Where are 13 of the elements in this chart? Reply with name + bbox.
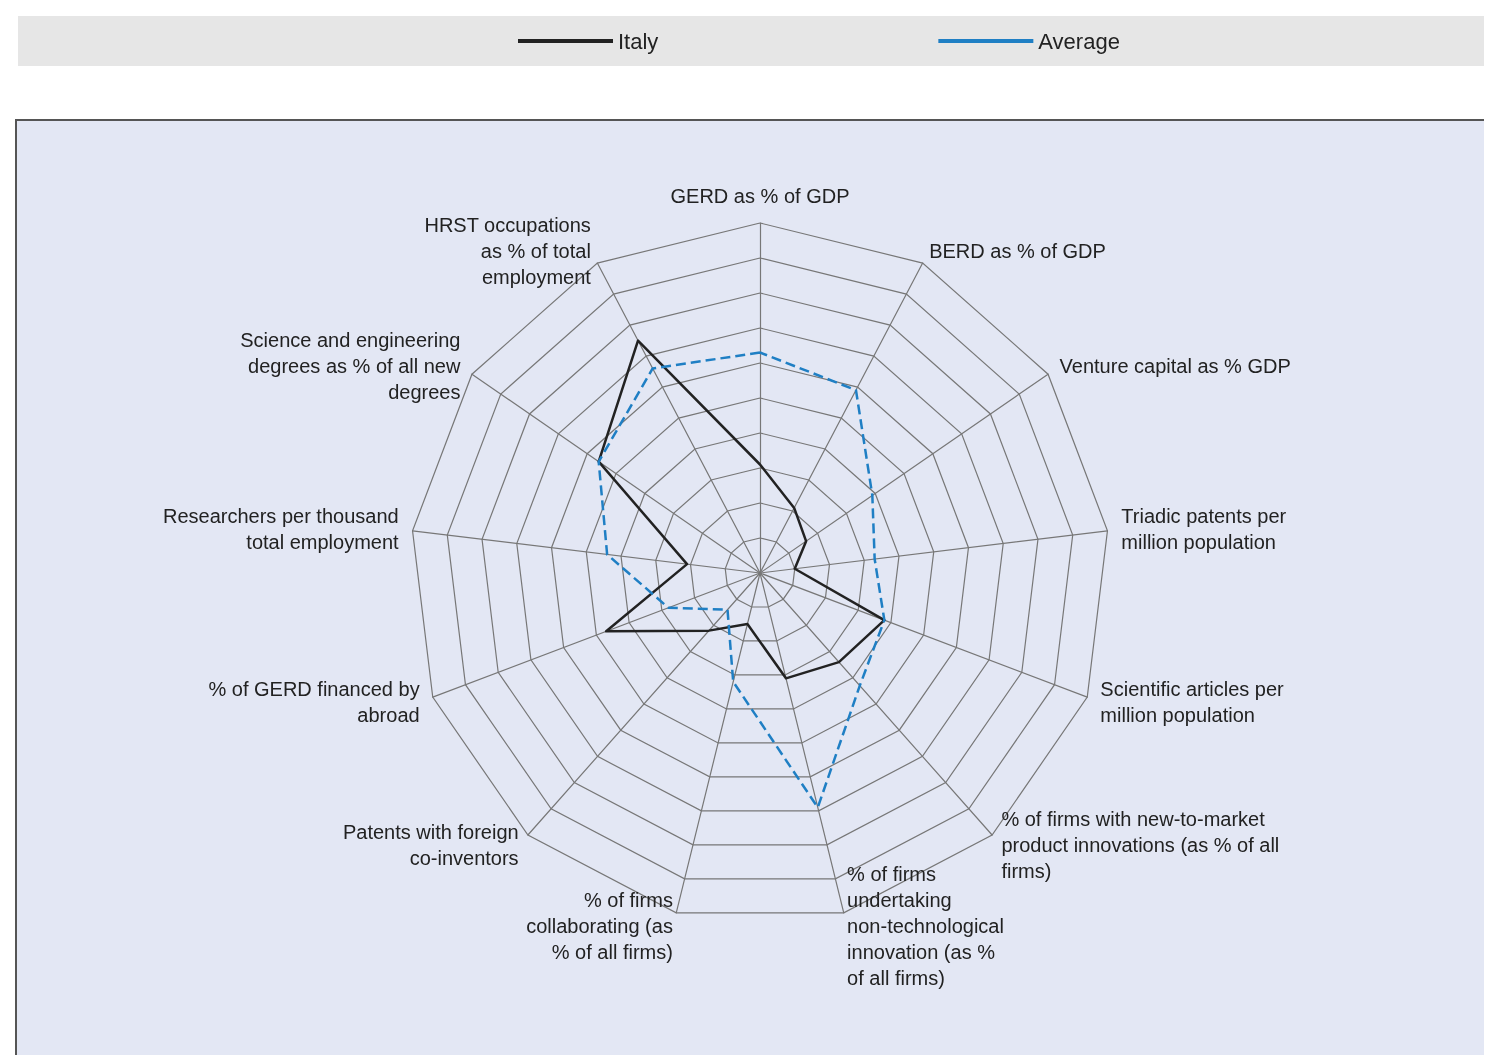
- spoke-label: Patents with foreign co-inventors: [342, 821, 519, 870]
- spoke-label: % of firms with new-to-market product innovations (as % of all firms): [1001, 808, 1280, 883]
- spoke-label: Researchers per thousand total employment: [162, 505, 400, 554]
- spoke-label: Science and engineering degrees as % of all new degrees: [240, 329, 461, 404]
- legend-label: Italy: [618, 28, 659, 54]
- spoke-label: HRST occupations as % of total employment: [424, 213, 592, 288]
- spoke-label: GERD as % of GDP: [670, 185, 850, 207]
- spoke-label: % of GERD financed by abroad: [208, 678, 420, 727]
- spoke-label: BERD as % of GDP: [929, 239, 1106, 262]
- spoke-label: Venture capital as % GDP: [1059, 355, 1291, 378]
- spoke-label: Scientific articles per million population: [1100, 678, 1285, 727]
- spoke-label: Triadic patents per million population: [1121, 505, 1287, 554]
- legend-label: Average: [1038, 28, 1120, 54]
